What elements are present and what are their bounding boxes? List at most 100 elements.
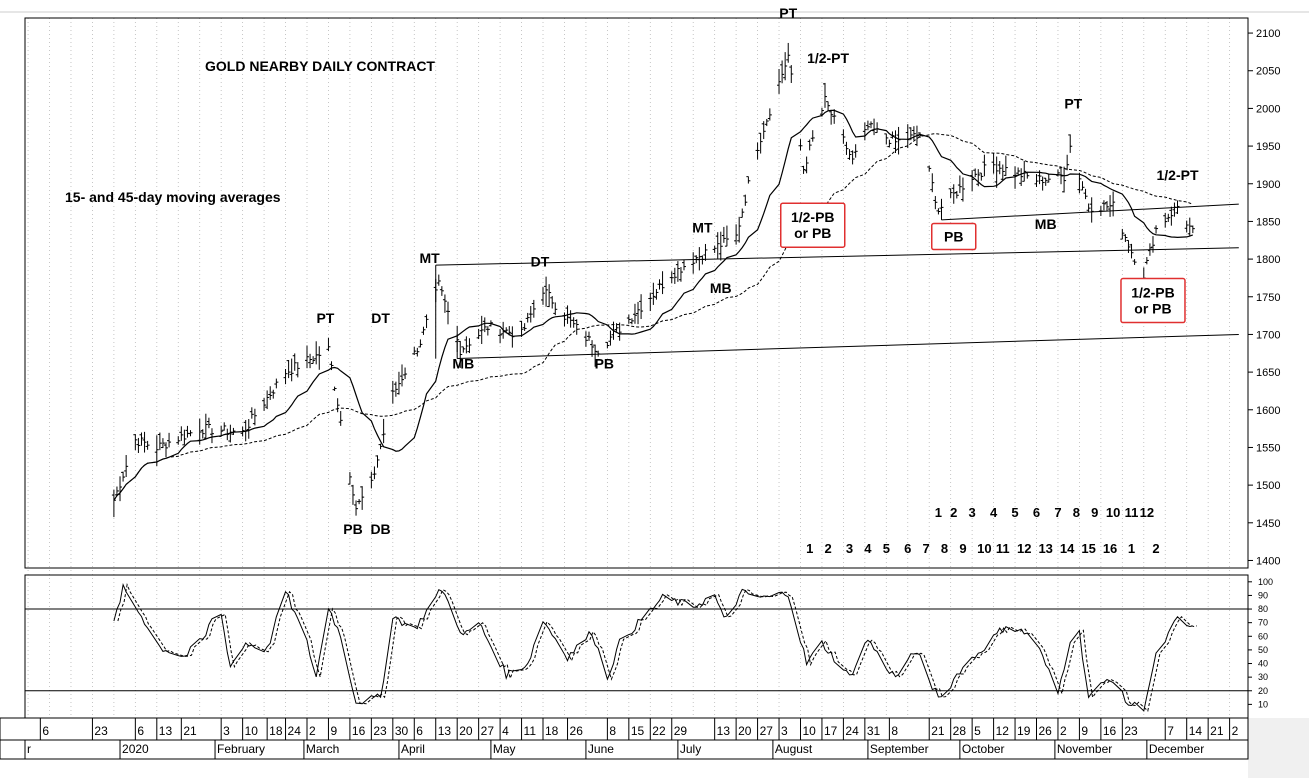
count-lower-16: 1 bbox=[1128, 541, 1135, 556]
price-tick-label-0: 1400 bbox=[1256, 555, 1280, 567]
price-bar-120 bbox=[626, 314, 631, 324]
price-tick-label-2: 1500 bbox=[1256, 480, 1280, 492]
osc-tick-label-6: 70 bbox=[1258, 618, 1268, 628]
count-lower-9: 10 bbox=[977, 541, 991, 556]
date-axis-frame bbox=[0, 717, 1249, 760]
price-bar-156 bbox=[780, 60, 785, 84]
price-bar-61 bbox=[372, 466, 377, 480]
price-bar-15 bbox=[176, 436, 181, 445]
price-bar-227 bbox=[1083, 188, 1088, 200]
price-bar-213 bbox=[1022, 160, 1027, 182]
count-lower-12: 13 bbox=[1038, 541, 1052, 556]
price-bar-176 bbox=[865, 120, 870, 131]
day-label-21: 26 bbox=[570, 724, 584, 738]
day-label-6: 10 bbox=[245, 724, 259, 738]
day-label-1: 23 bbox=[94, 724, 108, 738]
price-bar-217 bbox=[1040, 176, 1045, 191]
price-bar-16 bbox=[179, 426, 184, 441]
day-label-14: 6 bbox=[416, 724, 423, 738]
count-lower-6: 7 bbox=[923, 541, 930, 556]
price-bar-79 bbox=[445, 301, 450, 325]
day-label-37: 5 bbox=[974, 724, 981, 738]
month-label-7: July bbox=[680, 742, 701, 756]
day-label-8: 24 bbox=[288, 724, 302, 738]
price-bar-219 bbox=[1046, 174, 1051, 183]
count-lower-17: 2 bbox=[1152, 541, 1159, 556]
price-bar-247 bbox=[1169, 206, 1174, 226]
price-bar-238 bbox=[1129, 243, 1134, 259]
boxed-annotation-1-line-0: PB bbox=[944, 228, 963, 244]
stochastic-k-line bbox=[113, 582, 1193, 712]
day-label-45: 7 bbox=[1167, 724, 1174, 738]
price-bar-74 bbox=[424, 314, 429, 329]
price-bar-143 bbox=[721, 226, 726, 243]
price-bar-122 bbox=[632, 303, 637, 324]
price-bar-128 bbox=[657, 279, 662, 290]
boxed-annotation-2-line-1: or PB bbox=[1134, 301, 1171, 317]
price-bar-101 bbox=[544, 276, 549, 307]
price-bar-174 bbox=[853, 144, 858, 158]
month-label-3: March bbox=[306, 742, 339, 756]
price-bar-39 bbox=[274, 378, 279, 389]
price-bar-195 bbox=[948, 188, 953, 198]
day-label-13: 30 bbox=[395, 724, 409, 738]
price-bar-153 bbox=[764, 118, 769, 127]
price-bar-198 bbox=[957, 175, 962, 194]
price-tick-label-13: 2050 bbox=[1256, 66, 1280, 78]
price-bar-224 bbox=[1068, 134, 1073, 153]
price-bar-190 bbox=[927, 165, 932, 172]
day-label-11: 16 bbox=[352, 724, 366, 738]
ma-45-line bbox=[113, 133, 1194, 501]
price-bar-47 bbox=[311, 356, 316, 364]
day-label-0: 6 bbox=[42, 724, 49, 738]
price-bar-119 bbox=[617, 322, 622, 341]
osc-tick-label-3: 40 bbox=[1258, 659, 1268, 669]
month-label-1: 2020 bbox=[122, 742, 149, 756]
day-label-24: 22 bbox=[652, 724, 666, 738]
osc-tick-label-1: 20 bbox=[1258, 686, 1268, 696]
price-tick-label-7: 1750 bbox=[1256, 292, 1280, 304]
osc-tick-label-8: 90 bbox=[1258, 590, 1268, 600]
price-bar-49 bbox=[317, 346, 322, 370]
price-bar-130 bbox=[669, 271, 674, 284]
count-lower-0: 1 bbox=[806, 541, 813, 556]
annotation-8: MT bbox=[692, 220, 713, 236]
day-label-10: 9 bbox=[330, 724, 337, 738]
price-bar-207 bbox=[997, 161, 1002, 175]
day-label-2: 6 bbox=[137, 724, 144, 738]
price-bar-202 bbox=[976, 169, 981, 187]
price-bar-145 bbox=[734, 224, 739, 245]
price-bar-131 bbox=[672, 267, 677, 284]
day-label-47: 21 bbox=[1210, 724, 1224, 738]
price-bar-70 bbox=[412, 346, 417, 356]
price-bar-26 bbox=[222, 422, 227, 431]
price-tick-label-1: 1450 bbox=[1256, 518, 1280, 530]
count-upper-9: 10 bbox=[1106, 505, 1120, 520]
day-label-7: 18 bbox=[269, 724, 283, 738]
price-bar-146 bbox=[737, 216, 742, 243]
day-label-9: 2 bbox=[309, 724, 316, 738]
annotation-12: PT bbox=[1064, 95, 1082, 111]
trendlines bbox=[435, 198, 1239, 360]
month-label-12: December bbox=[1149, 742, 1204, 756]
price-bar-97 bbox=[525, 312, 530, 323]
price-bar-14 bbox=[167, 432, 172, 448]
price-bar-99 bbox=[531, 299, 536, 318]
stochastic-d-line bbox=[117, 582, 1197, 712]
osc-tick-label-5: 60 bbox=[1258, 631, 1268, 641]
count-upper-1: 2 bbox=[950, 505, 957, 520]
price-bar-191 bbox=[930, 173, 935, 193]
price-bar-126 bbox=[651, 282, 656, 305]
price-bar-43 bbox=[292, 353, 297, 371]
price-bar-244 bbox=[1154, 225, 1159, 234]
count-upper-11: 12 bbox=[1140, 505, 1154, 520]
price-bar-23 bbox=[206, 417, 211, 429]
price-bar-64 bbox=[381, 418, 386, 444]
price-bar-149 bbox=[746, 176, 751, 184]
price-bar-84 bbox=[467, 338, 472, 354]
month-label-6: June bbox=[588, 742, 614, 756]
price-bar-192 bbox=[933, 196, 938, 210]
count-upper-2: 3 bbox=[969, 505, 976, 520]
